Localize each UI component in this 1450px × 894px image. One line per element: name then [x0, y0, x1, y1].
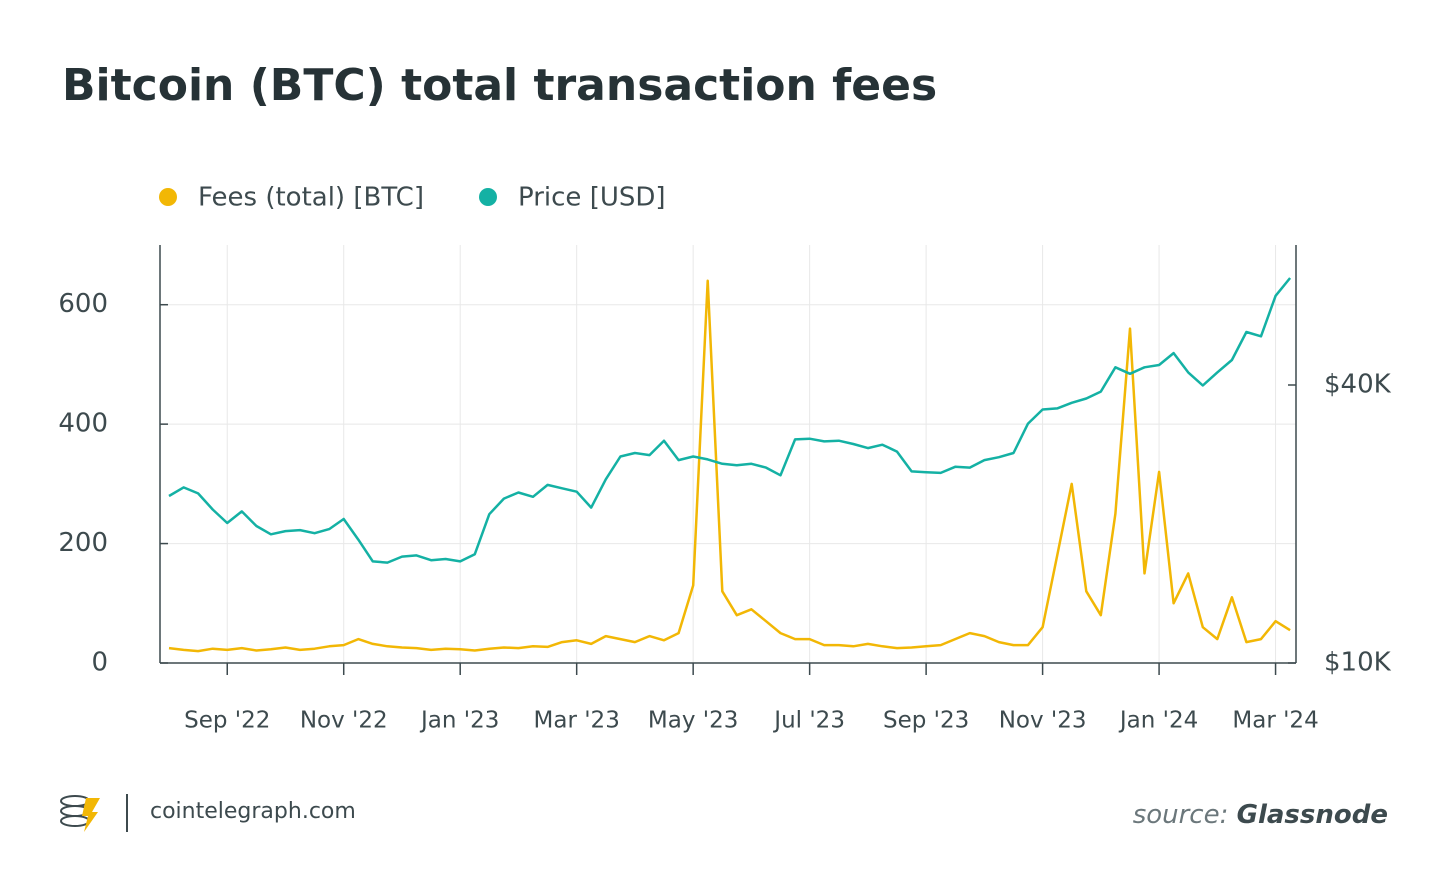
- x-tick-label: Sep '22: [184, 708, 270, 734]
- y2-tick-label: $40K: [1324, 370, 1392, 400]
- x-tick-label: Mar '24: [1232, 708, 1318, 734]
- x-tick-label: Jul '23: [772, 708, 845, 734]
- x-tick-label: Jan '23: [419, 708, 499, 734]
- x-tick-label: Nov '22: [300, 708, 388, 734]
- footer-brand: cointelegraph.com: [150, 799, 356, 824]
- y-tick-label: 200: [58, 528, 108, 558]
- legend-label: Price [USD]: [518, 183, 666, 213]
- legend-label: Fees (total) [BTC]: [198, 183, 424, 213]
- y-tick-label: 0: [91, 648, 108, 678]
- y-tick-label: 400: [58, 409, 108, 439]
- legend-marker: [479, 188, 497, 206]
- x-tick-label: May '23: [648, 708, 738, 734]
- x-tick-label: Sep '23: [883, 708, 969, 734]
- x-tick-label: Mar '23: [534, 708, 620, 734]
- legend-marker: [159, 188, 177, 206]
- footer-logo: [60, 795, 100, 832]
- series-line: [168, 279, 1291, 653]
- y-tick-label: 600: [58, 289, 108, 319]
- y2-tick-label: $10K: [1324, 648, 1392, 678]
- x-tick-label: Jan '24: [1118, 708, 1198, 734]
- footer-source: source: Glassnode: [1133, 800, 1388, 830]
- source-name: Glassnode: [1237, 800, 1388, 830]
- chart-title: Bitcoin (BTC) total transaction fees: [62, 60, 937, 111]
- source-label: source:: [1133, 800, 1229, 830]
- series-line: [168, 277, 1292, 564]
- x-tick-label: Nov '23: [999, 708, 1087, 734]
